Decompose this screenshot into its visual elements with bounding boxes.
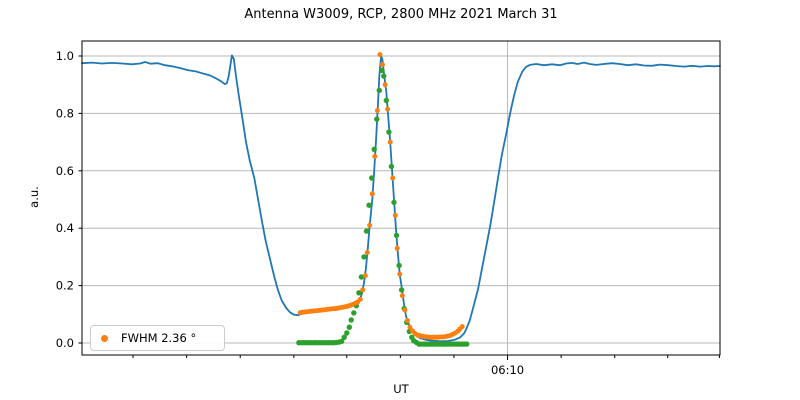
point-fwhm-markers [362,273,368,279]
point-green-markers [393,232,400,239]
point-fwhm-markers [369,191,375,197]
legend-label: FWHM 2.36 ° [121,331,197,345]
point-fwhm-markers [367,222,373,228]
point-green-markers [339,338,345,344]
y-tick-label: 0.6 [56,164,74,178]
point-fwhm-markers [385,106,391,112]
point-green-markers [379,67,385,74]
point-fwhm-markers [374,108,380,113]
point-green-markers [386,129,392,135]
point-green-markers [341,334,347,340]
point-green-markers [388,163,395,170]
point-fwhm-markers [360,287,366,293]
point-green-markers [374,116,380,122]
point-fwhm-markers [372,153,378,159]
point-green-markers [348,317,354,323]
legend-marker-dot [101,334,108,342]
point-green-markers [361,254,367,260]
point-green-markers [344,330,350,336]
point-green-markers [381,73,387,79]
point-fwhm-markers [397,271,403,277]
x-tick-label: 06:10 [491,363,524,377]
point-fwhm-markers [392,212,398,218]
point-fwhm-markers [399,293,405,299]
point-fwhm-markers [380,62,385,68]
point-green-markers [376,87,382,94]
point-fwhm-markers [404,318,410,324]
point-green-markers [351,310,357,316]
point-fwhm-markers [377,52,383,58]
x-axis-label: UT [393,382,409,396]
point-fwhm-markers [364,250,370,256]
point-green-markers [363,228,370,234]
y-tick-label: 0.2 [56,279,74,293]
series-signal-line [81,54,721,343]
point-green-markers [369,175,375,181]
point-green-markers [366,202,372,208]
axes-spines [81,40,721,356]
point-green-markers [371,146,377,152]
point-green-markers [391,199,397,206]
y-tick-label: 1.0 [56,49,74,63]
point-fwhm-markers [394,245,400,251]
point-green-markers [464,341,470,347]
chart-title: Antenna W3009, RCP, 2800 MHz 2021 March … [244,7,558,22]
point-green-markers [396,262,402,269]
point-green-markers [358,274,365,280]
point-fwhm-markers [459,324,465,330]
y-tick-label: 0.4 [56,221,74,235]
point-green-markers [356,290,362,296]
point-green-markers [383,97,389,104]
y-tick-label: 0.0 [56,336,74,350]
point-fwhm-markers [382,82,388,88]
point-fwhm-markers [357,296,363,302]
legend: FWHM 2.36 ° [90,325,225,351]
point-fwhm-markers [402,307,408,313]
point-fwhm-markers [387,139,393,145]
point-green-markers [346,324,352,330]
point-fwhm-markers [407,324,413,330]
y-tick-label: 0.8 [56,106,74,120]
point-green-markers [398,287,405,293]
point-fwhm-markers [390,175,396,181]
